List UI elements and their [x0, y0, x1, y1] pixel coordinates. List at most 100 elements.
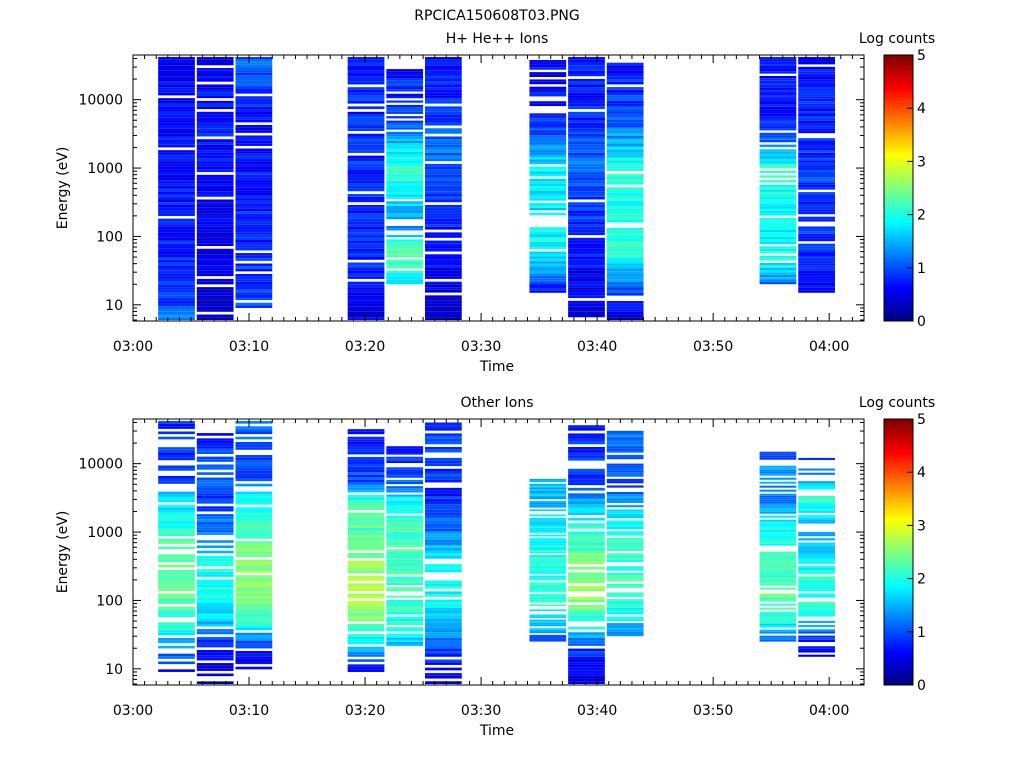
panel-other-ions-cell: [529, 628, 567, 630]
panel-other-ions-cell: [529, 480, 567, 483]
panel-h-ions-cell: [347, 78, 385, 82]
panel-h-ions-cell: [386, 259, 424, 262]
panel-other-ions-cell: [529, 514, 567, 517]
panel-other-ions-colorbar-swatch: [884, 426, 913, 431]
panel-h-ions-cell: [347, 120, 385, 123]
panel-h-ions-cell: [759, 68, 797, 72]
panel-h-ions-colorbar-swatch: [884, 118, 913, 122]
panel-other-ions-cell: [386, 517, 424, 520]
panel-other-ions-cell: [425, 634, 462, 638]
panel-h-ions-cell: [347, 243, 385, 247]
panel-h-ions-cell: [798, 142, 835, 146]
panel-other-ions-cell: [759, 453, 797, 456]
panel-other-ions-cell: [529, 478, 567, 481]
panel-other-ions-cell: [235, 656, 273, 659]
panel-h-ions-colorbar-swatch: [884, 235, 913, 240]
panel-h-ions-cell: [606, 268, 644, 272]
panel-h-ions-cell: [347, 226, 385, 230]
panel-h-ions-cell: [529, 154, 567, 157]
panel-h-ions-cell: [759, 277, 797, 280]
panel-h-ions-cell: [606, 219, 644, 223]
panel-other-ions-cell: [235, 502, 273, 505]
panel-other-ions-cell: [759, 535, 797, 538]
panel-h-ions-cell: [798, 243, 835, 247]
panel-other-ions-cell: [759, 451, 797, 454]
panel-h-ions-cell: [196, 254, 234, 257]
panel-other-ions-cell: [759, 489, 797, 492]
panel-h-ions-cell: [347, 248, 385, 252]
panel-other-ions-cell: [158, 609, 195, 612]
panel-other-ions-cell: [529, 543, 567, 545]
panel-h-ions-cell: [196, 78, 234, 82]
panel-h-ions-cell: [568, 265, 605, 268]
panel-h-ions-cell: [798, 253, 835, 256]
panel-other-ions-cell: [347, 596, 385, 599]
panel-h-ions-colorbar-tick-label: 1: [917, 261, 926, 277]
panel-h-ions-cell: [798, 71, 835, 75]
panel-h-ions-cell: [798, 152, 835, 156]
panel-h-ions-cell: [798, 140, 835, 143]
panel-h-ions-cell: [425, 158, 462, 162]
panel-other-ions-cell: [158, 465, 195, 469]
panel-h-ions-cell: [347, 147, 385, 151]
panel-h-ions-cell: [347, 295, 385, 299]
panel-other-ions-cell: [386, 460, 424, 464]
panel-other-ions-cell: [568, 542, 605, 546]
panel-other-ions-cell: [798, 580, 835, 583]
panel-h-ions-cell: [196, 152, 234, 156]
panel-other-ions-cell: [606, 481, 644, 484]
panel-other-ions-cell: [386, 601, 424, 605]
panel-other-ions-cell: [386, 555, 424, 558]
panel-other-ions-cell: [235, 617, 273, 620]
panel-other-ions-cell: [568, 558, 605, 562]
panel-h-ions-cell: [386, 250, 424, 253]
panel-other-ions-cell: [386, 530, 424, 533]
panel-h-ions-cell: [798, 113, 835, 116]
panel-other-ions-cell: [529, 587, 567, 590]
panel-other-ions-cell: [606, 496, 644, 499]
panel-other-ions-cell: [386, 559, 424, 562]
panel-other-ions-cell: [759, 501, 797, 504]
panel-h-ions-cell: [759, 163, 797, 166]
panel-h-ions-cell: [606, 89, 644, 93]
panel-other-ions-colorbar-label: Log counts: [859, 395, 935, 411]
panel-h-ions-cell: [759, 109, 797, 112]
panel-other-ions-colorbar-swatch: [884, 493, 913, 497]
panel-h-ions-cell: [606, 116, 644, 120]
panel-other-ions-cell: [606, 577, 644, 580]
panel-other-ions-cell: [798, 559, 835, 562]
panel-h-ions-cell: [529, 135, 567, 138]
panel-h-ions-cell: [196, 106, 234, 110]
panel-other-ions-cell: [568, 662, 605, 665]
panel-other-ions-cell: [425, 629, 462, 633]
panel-other-ions-cell: [158, 661, 195, 665]
panel-h-ions-cell: [386, 165, 424, 168]
panel-h-ions-cell: [235, 96, 273, 99]
panel-other-ions-cell: [235, 494, 273, 497]
panel-h-ions-cell: [347, 229, 385, 233]
panel-other-ions-x-tick-label: 03:50: [693, 703, 733, 719]
panel-other-ions-cell: [759, 617, 797, 620]
panel-h-ions-cell: [606, 160, 644, 163]
panel-other-ions-colorbar-swatch: [884, 552, 913, 556]
panel-h-ions-cell: [798, 290, 835, 293]
panel-other-ions-cell: [529, 599, 567, 601]
panel-h-ions-cell: [568, 226, 605, 230]
panel-other-ions-cell: [568, 425, 605, 428]
panel-h-ions-cell: [386, 109, 424, 112]
panel-other-ions-cell: [529, 621, 567, 623]
panel-other-ions-cell: [568, 512, 605, 516]
panel-other-ions-cell: [347, 505, 385, 508]
panel-h-ions-cell: [158, 59, 195, 63]
panel-h-ions-cell: [425, 59, 462, 63]
panel-other-ions-cell: [529, 638, 567, 640]
panel-other-ions-cell: [529, 583, 567, 586]
panel-h-ions-cell: [196, 141, 234, 145]
panel-h-ions-cell: [425, 289, 462, 293]
panel-h-ions-cell: [386, 210, 424, 213]
panel-other-ions-cell: [425, 460, 462, 464]
panel-other-ions-cell: [425, 490, 462, 494]
panel-h-ions-cell: [606, 217, 644, 220]
panel-h-ions-cell: [347, 87, 385, 90]
panel-h-ions-cell: [158, 265, 195, 268]
